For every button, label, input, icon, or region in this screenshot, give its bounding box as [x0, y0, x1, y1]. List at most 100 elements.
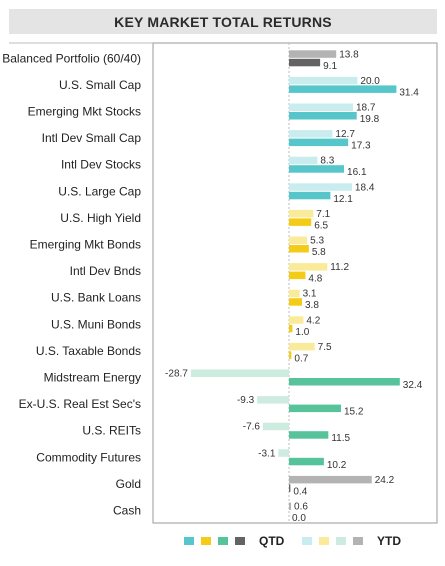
category-label: Cash: [113, 504, 141, 518]
value-label-qtd: 10.2: [327, 460, 347, 471]
value-label-qtd: 12.1: [333, 194, 353, 205]
bar-ytd: [289, 502, 292, 510]
legend-swatch-qtd: [184, 537, 194, 545]
value-label-ytd: 20.0: [360, 76, 380, 87]
value-label-qtd: 15.2: [344, 407, 364, 418]
value-label-ytd: 18.4: [355, 182, 375, 193]
value-label-qtd: 31.4: [399, 87, 419, 98]
category-label: Emerging Mkt Stocks: [28, 105, 141, 119]
bar-qtd: [289, 138, 349, 147]
bar-ytd: [289, 236, 308, 244]
value-label-qtd: 9.1: [323, 61, 337, 72]
bar-qtd: [289, 218, 312, 226]
category-label: Midstream Energy: [44, 371, 141, 385]
category-label: U.S. High Yield: [60, 211, 141, 225]
value-label-ytd: 5.3: [310, 236, 324, 247]
bar-qtd: [289, 457, 324, 466]
bar-ytd: [289, 263, 328, 271]
bar-ytd: [289, 103, 353, 111]
legend-swatch-qtd: [235, 537, 245, 545]
category-label: Emerging Mkt Bonds: [30, 238, 141, 252]
bar-qtd: [289, 431, 329, 439]
category-label: Ex-U.S. Real Est Sec's: [19, 397, 141, 411]
bar-ytd: [289, 50, 337, 58]
bar-qtd: [289, 404, 341, 413]
bar-qtd: [289, 298, 302, 306]
bar-ytd: [289, 289, 300, 298]
plot-border: [152, 42, 438, 524]
bar-ytd: [263, 422, 289, 431]
legend: QTD YTD: [184, 534, 401, 548]
bars: [190, 50, 400, 510]
value-label-ytd: 18.7: [356, 103, 376, 114]
category-label: U.S. Muni Bonds: [51, 317, 141, 331]
legend-swatch-ytd: [319, 537, 329, 545]
legend-label-qtd: QTD: [259, 534, 285, 548]
value-label-ytd: 13.8: [339, 49, 359, 60]
category-label: U.S. Large Cap: [58, 184, 141, 198]
category-label: U.S. Bank Loans: [51, 291, 141, 305]
value-labels: 13.89.1 20.0 31.4 18.719.8 12.717.3 8.3 16.1 18…: [165, 49, 423, 524]
bar-ytd: [289, 475, 372, 484]
bar-qtd: [289, 271, 306, 280]
value-label-ytd: 7.5: [318, 342, 332, 353]
chart-frame: [9, 42, 438, 524]
bar-ytd: [289, 130, 333, 138]
bar-qtd: [289, 85, 397, 93]
bar-ytd: [257, 396, 289, 404]
bar-ytd: [289, 183, 352, 191]
category-label: Intl Dev Stocks: [61, 158, 141, 172]
value-label-qtd: 4.8: [308, 274, 322, 285]
value-label-ytd: -3.1: [258, 448, 276, 459]
category-label: U.S. Small Cap: [59, 78, 141, 92]
value-label-qtd: 16.1: [347, 167, 367, 178]
value-label-ytd: 0.6: [294, 502, 308, 513]
value-label-ytd: -7.6: [243, 422, 261, 433]
bar-qtd: [289, 191, 331, 200]
legend-swatch-ytd: [302, 537, 312, 545]
legend-swatch-qtd: [201, 537, 211, 545]
chart-title: KEY MARKET TOTAL RETURNS: [114, 13, 332, 30]
bar-qtd: [289, 351, 292, 359]
bar-ytd: [289, 342, 315, 351]
value-label-ytd: 7.1: [316, 209, 330, 220]
category-label: Commodity Futures: [36, 450, 141, 464]
category-label: Balanced Portfolio (60/40): [2, 51, 141, 65]
value-label-qtd: 0.0: [292, 513, 306, 524]
value-label-ytd: -28.7: [165, 369, 188, 380]
bar-ytd: [289, 209, 314, 218]
legend-swatch-ytd: [336, 537, 346, 545]
category-labels: Balanced Portfolio (60/40) U.S. Small Cap…: [2, 51, 141, 517]
bar-qtd: [289, 484, 291, 492]
bar-ytd: [289, 316, 304, 324]
value-label-qtd: 0.4: [293, 486, 307, 497]
value-label-qtd: 1.0: [295, 327, 309, 338]
value-label-ytd: 24.2: [375, 475, 395, 486]
chart-title-bar: KEY MARKET TOTAL RETURNS: [9, 9, 437, 34]
value-label-ytd: 3.1: [303, 289, 317, 300]
bar-ytd: [278, 449, 289, 457]
bar-qtd: [289, 378, 400, 386]
bar-ytd: [289, 156, 318, 165]
value-label-ytd: -9.3: [237, 395, 255, 406]
category-label: Gold: [116, 477, 141, 491]
category-label: U.S. REITs: [82, 424, 141, 438]
bar-qtd: [289, 165, 345, 173]
value-label-qtd: 17.3: [351, 141, 371, 152]
value-label-qtd: 6.5: [314, 220, 328, 231]
value-label-ytd: 11.2: [330, 262, 349, 273]
legend-swatch-ytd: [353, 537, 363, 545]
value-label-ytd: 4.2: [306, 315, 320, 326]
value-label-ytd: 12.7: [335, 129, 355, 140]
legend-swatch-qtd: [218, 537, 228, 545]
value-label-qtd: 11.5: [331, 433, 350, 444]
bar-qtd: [289, 58, 321, 67]
value-label-qtd: 19.8: [360, 114, 380, 125]
category-label: U.S. Taxable Bonds: [36, 344, 141, 358]
value-label-qtd: 0.7: [294, 353, 308, 364]
value-label-qtd: 3.8: [305, 300, 319, 311]
value-label-qtd: 5.8: [312, 247, 326, 258]
bar-qtd: [289, 324, 293, 333]
value-label-ytd: 8.3: [320, 156, 334, 167]
